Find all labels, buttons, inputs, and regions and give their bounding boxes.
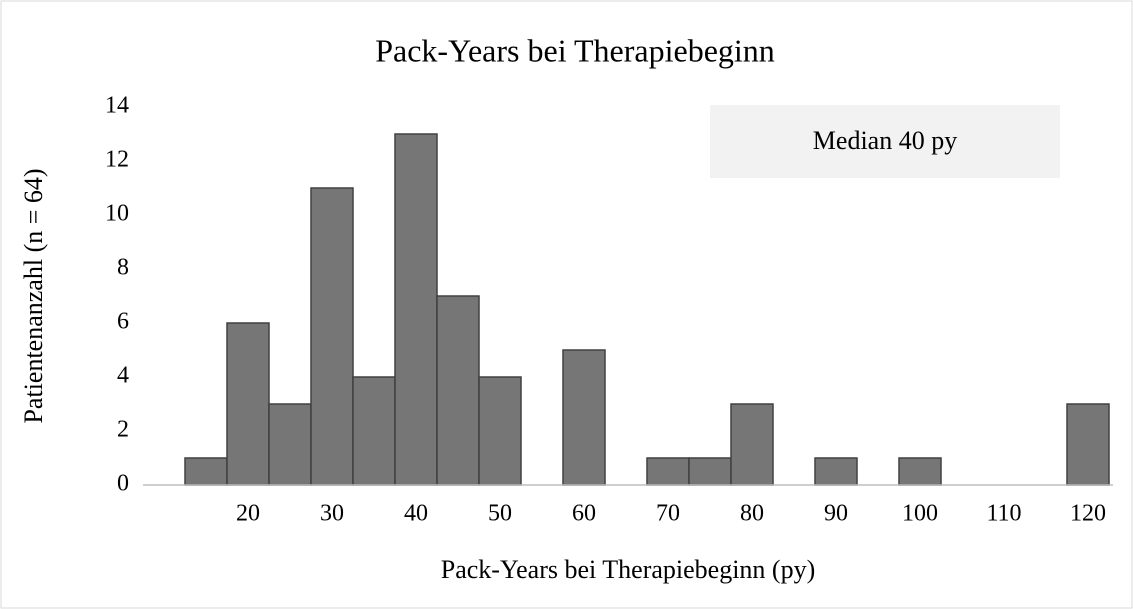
chart-title: Pack-Years bei Therapiebeginn	[375, 32, 775, 68]
bar	[730, 403, 774, 486]
bar	[394, 133, 438, 486]
x-tick-label: 60	[572, 501, 596, 527]
bar	[478, 376, 522, 486]
bar	[562, 349, 606, 486]
bar	[1066, 403, 1110, 486]
x-tick-label: 90	[824, 501, 848, 527]
bar	[310, 187, 354, 486]
x-tick-label: 110	[986, 501, 1021, 527]
x-tick-label: 100	[902, 501, 938, 527]
bar	[268, 403, 312, 486]
y-tick-label: 14	[105, 93, 129, 119]
x-tick-label: 40	[404, 501, 428, 527]
bar	[184, 457, 228, 486]
y-tick-label: 4	[117, 363, 129, 389]
y-tick-label: 12	[105, 147, 129, 173]
bar	[646, 457, 690, 486]
x-tick-label: 20	[236, 501, 260, 527]
x-tick-label: 120	[1070, 501, 1106, 527]
y-tick-label: 6	[117, 309, 129, 335]
y-tick-label: 10	[105, 201, 129, 227]
y-tick-label: 0	[117, 471, 129, 497]
bar	[688, 457, 732, 486]
bar	[898, 457, 942, 486]
x-tick-label: 80	[740, 501, 764, 527]
x-tick-label: 70	[656, 501, 680, 527]
x-tick-label: 30	[320, 501, 344, 527]
x-tick-label: 50	[488, 501, 512, 527]
bar	[436, 295, 480, 486]
x-axis-title: Pack-Years bei Therapiebeginn (py)	[441, 555, 816, 584]
y-tick-label: 2	[117, 417, 129, 443]
y-tick-label: 8	[117, 255, 129, 281]
bar	[814, 457, 858, 486]
bar	[226, 322, 270, 486]
bar	[352, 376, 396, 486]
annotation-box	[710, 105, 1060, 178]
annotation: Median 40 py	[813, 126, 957, 155]
y-axis-title: Patientenanzahl (n = 64)	[19, 168, 48, 423]
